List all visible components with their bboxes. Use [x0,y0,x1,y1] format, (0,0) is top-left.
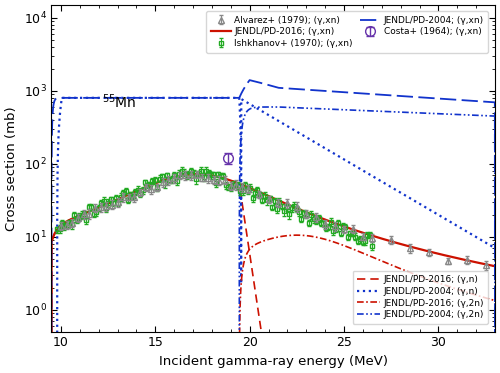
JENDL/PD-2004; (γ,n) [484,241,490,245]
JENDL/PD-2016; (γ,xn) [492,264,498,269]
JENDL/PD-2004; (γ,2n) [484,113,490,118]
JENDL/PD-2016; (γ,xn) [96,205,102,210]
JENDL/PD-2004; (γ,n) [216,95,222,100]
JENDL/PD-2004; (γ,n) [59,95,65,100]
Line: JENDL/PD-2016; (γ,n): JENDL/PD-2016; (γ,n) [48,174,495,373]
JENDL/PD-2016; (γ,xn) [435,251,441,256]
X-axis label: Incident gamma-ray energy (MeV): Incident gamma-ray energy (MeV) [158,355,388,368]
JENDL/PD-2004; (γ,n) [236,95,242,100]
JENDL/PD-2004; (γ,n) [492,246,498,250]
JENDL/PD-2016; (γ,n) [96,205,102,210]
JENDL/PD-2016; (γ,n) [216,175,222,179]
Text: $^{55}$Mn: $^{55}$Mn [102,92,137,111]
Line: JENDL/PD-2004; (γ,n): JENDL/PD-2004; (γ,n) [48,98,495,373]
JENDL/PD-2004; (γ,xn) [484,100,490,104]
JENDL/PD-2004; (γ,xn) [96,95,102,100]
JENDL/PD-2004; (γ,n) [96,95,102,100]
JENDL/PD-2016; (γ,xn) [484,262,490,267]
JENDL/PD-2004; (γ,n) [122,95,128,100]
JENDL/PD-2016; (γ,2n) [435,280,441,285]
JENDL/PD-2004; (γ,xn) [236,95,242,100]
JENDL/PD-2004; (γ,2n) [435,112,441,116]
JENDL/PD-2016; (γ,n) [194,172,200,176]
Line: JENDL/PD-2004; (γ,xn): JENDL/PD-2004; (γ,xn) [48,80,495,373]
Line: JENDL/PD-2004; (γ,2n): JENDL/PD-2004; (γ,2n) [48,107,495,373]
JENDL/PD-2016; (γ,2n) [484,296,490,300]
JENDL/PD-2004; (γ,xn) [122,95,128,100]
JENDL/PD-2016; (γ,2n) [294,233,300,237]
JENDL/PD-2016; (γ,xn) [236,181,242,186]
Line: JENDL/PD-2016; (γ,xn): JENDL/PD-2016; (γ,xn) [48,174,495,373]
JENDL/PD-2016; (γ,n) [122,194,128,198]
JENDL/PD-2016; (γ,xn) [216,175,222,179]
JENDL/PD-2016; (γ,xn) [194,172,200,176]
JENDL/PD-2016; (γ,2n) [492,298,498,303]
Y-axis label: Cross section (mb): Cross section (mb) [5,106,18,231]
Line: JENDL/PD-2016; (γ,2n): JENDL/PD-2016; (γ,2n) [48,235,495,373]
JENDL/PD-2004; (γ,2n) [275,105,281,109]
JENDL/PD-2004; (γ,xn) [216,95,222,100]
JENDL/PD-2016; (γ,xn) [122,194,128,198]
JENDL/PD-2016; (γ,n) [236,181,242,186]
Legend: JENDL/PD-2016; (γ,n), JENDL/PD-2004; (γ,n), JENDL/PD-2016; (γ,2n), JENDL/PD-2004: JENDL/PD-2016; (γ,n), JENDL/PD-2004; (γ,… [352,271,488,324]
JENDL/PD-2004; (γ,n) [435,213,441,217]
JENDL/PD-2004; (γ,xn) [435,96,441,101]
JENDL/PD-2004; (γ,xn) [246,78,252,82]
